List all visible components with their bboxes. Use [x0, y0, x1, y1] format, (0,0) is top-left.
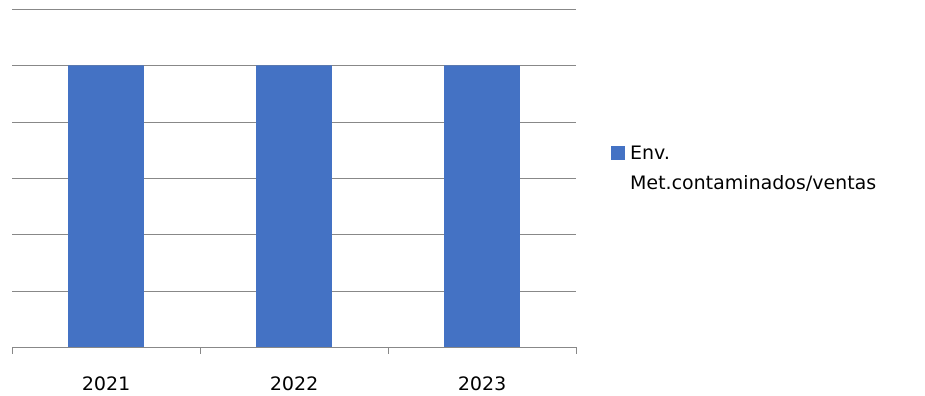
bars	[68, 65, 520, 347]
x-axis	[12, 347, 577, 354]
legend-label-line-2: Met.contaminados/ventas	[630, 172, 877, 194]
bar-2023	[444, 65, 520, 347]
bar-2022	[256, 65, 332, 347]
legend: Env. Met.contaminados/ventas	[611, 138, 925, 198]
legend-label-line-1: Env.	[630, 142, 670, 164]
x-tick-label-2022: 2022	[270, 373, 318, 395]
x-tick-label-2023: 2023	[458, 373, 506, 395]
bar-2021	[68, 65, 144, 347]
legend-swatch-series-1	[611, 146, 625, 160]
legend-label-series-1: Env. Met.contaminados/ventas	[630, 138, 925, 198]
x-tick-label-2021: 2021	[82, 373, 130, 395]
x-tick-labels: 2021 2022 2023	[82, 373, 506, 395]
